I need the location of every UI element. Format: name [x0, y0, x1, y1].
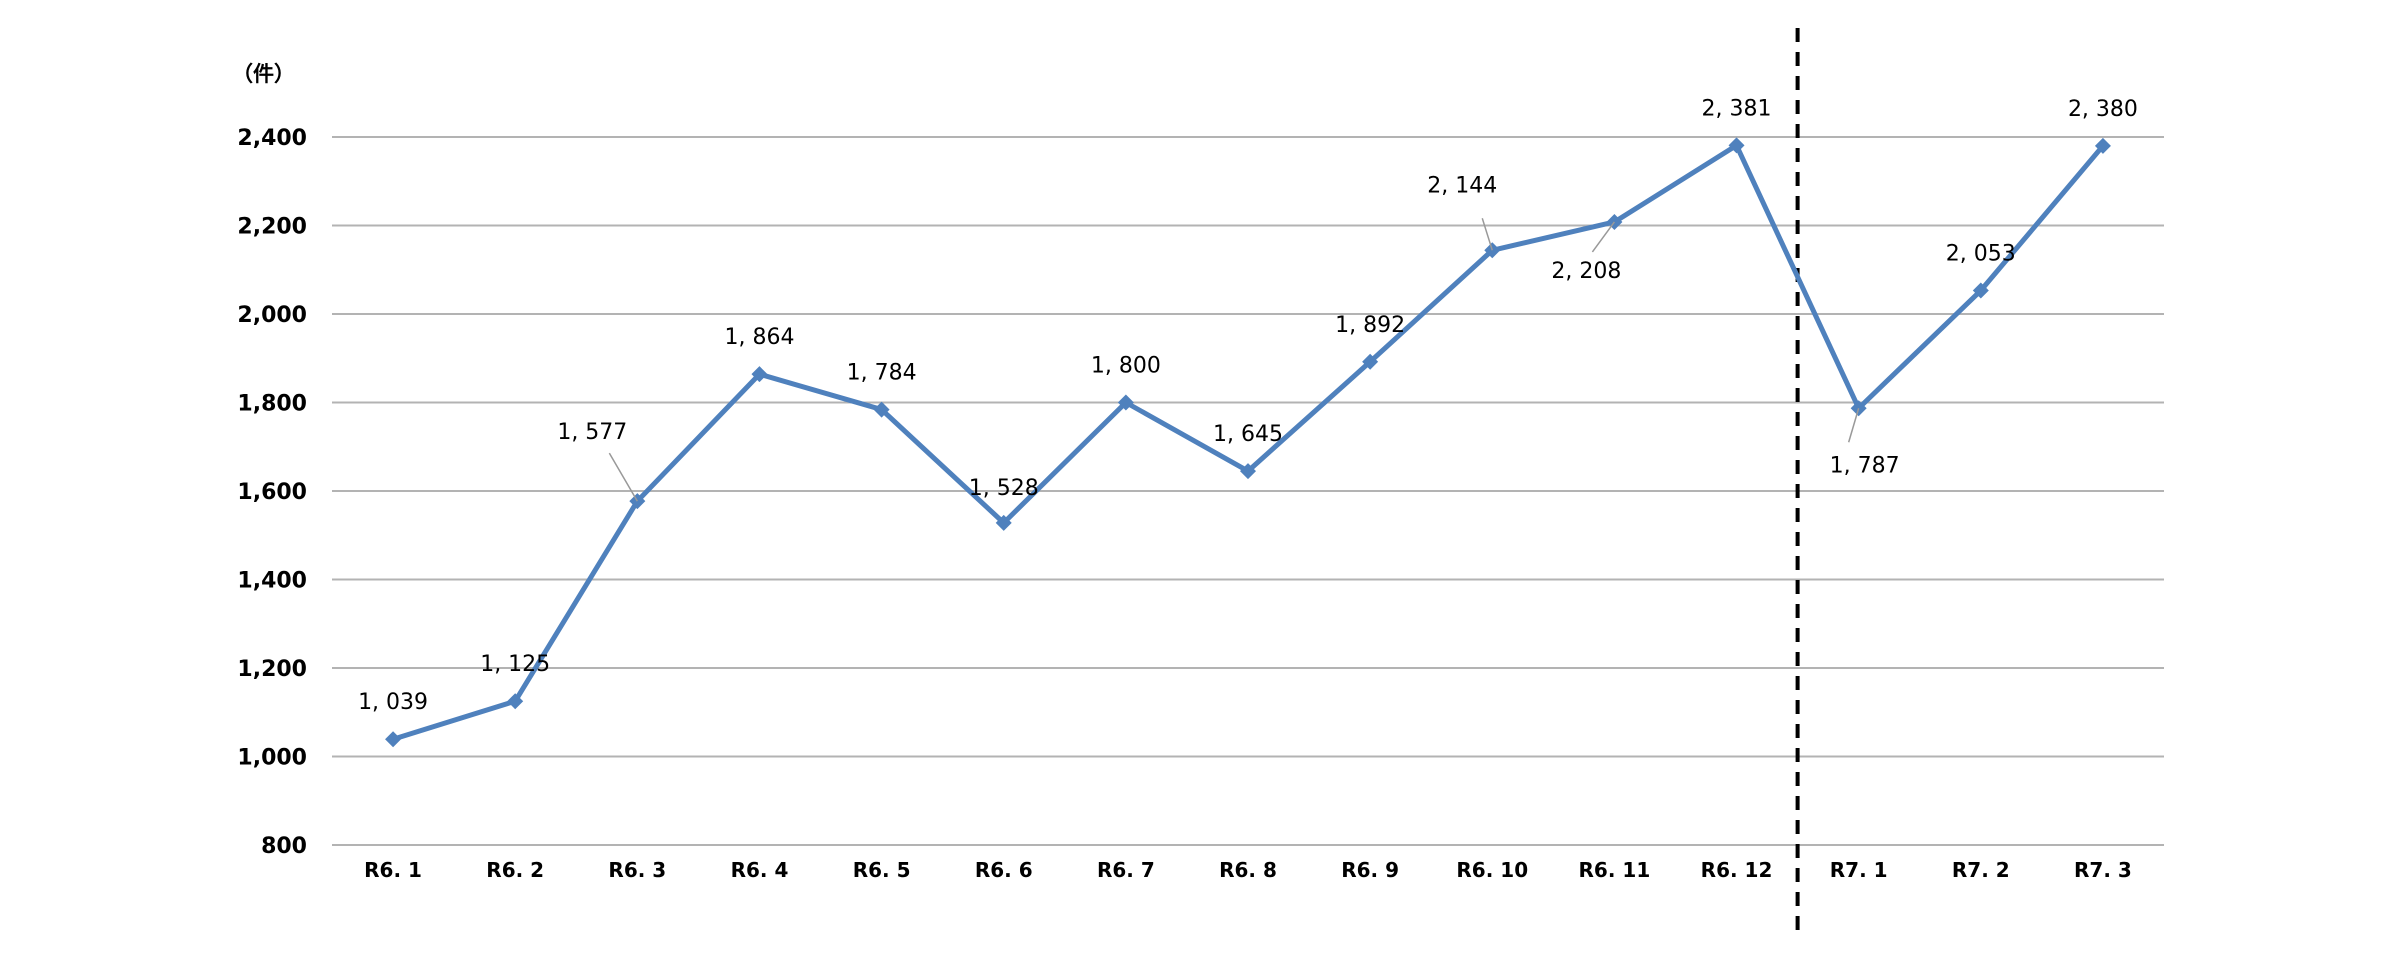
data-label-leader	[1481, 218, 1493, 251]
data-point-marker	[385, 731, 402, 748]
data-point-marker	[1117, 394, 1134, 411]
x-tick-label: R6. 10	[1456, 858, 1528, 882]
data-point-marker	[2094, 137, 2111, 154]
x-tick-label: R7. 2	[1952, 858, 2010, 882]
data-label: 2, 053	[1946, 242, 2016, 267]
data-label: 1, 787	[1830, 453, 1900, 478]
data-point-marker	[1240, 463, 1256, 480]
y-tick-label: 1,000	[237, 746, 307, 771]
data-label: 1, 784	[847, 361, 917, 386]
data-point-marker	[751, 366, 768, 383]
x-tick-label: R6. 1	[364, 858, 422, 882]
data-label: 2, 380	[2068, 97, 2138, 122]
y-unit-label: （件）	[232, 62, 295, 86]
y-tick-label: 1,200	[237, 657, 307, 682]
data-label: 1, 125	[480, 652, 550, 677]
data-label: 1, 528	[969, 476, 1039, 501]
data-point-marker	[1972, 282, 1989, 299]
y-tick-label: 1,800	[237, 392, 307, 417]
data-label-leader	[608, 452, 638, 502]
data-label-leader	[1847, 408, 1860, 443]
x-tick-label: R6. 8	[1219, 858, 1277, 882]
x-tick-label: R6. 12	[1701, 858, 1773, 882]
data-label: 1, 864	[724, 325, 794, 350]
x-tick-label: R6. 3	[608, 858, 666, 882]
y-tick-label: 800	[261, 834, 307, 859]
data-label: 1, 577	[557, 420, 627, 445]
x-tick-label: R6. 7	[1097, 858, 1155, 882]
data-point-marker	[1362, 353, 1379, 370]
data-label: 2, 144	[1427, 173, 1497, 198]
data-label: 1, 892	[1335, 313, 1405, 338]
x-tick-label: R6. 5	[853, 858, 911, 882]
x-tick-label: R7. 1	[1830, 858, 1888, 882]
data-label: 1, 800	[1091, 354, 1161, 379]
data-label: 1, 039	[358, 690, 428, 715]
data-label: 1, 645	[1213, 422, 1283, 447]
x-tick-label: R6. 6	[975, 858, 1033, 882]
data-point-marker	[1728, 137, 1745, 154]
y-tick-label: 2,000	[237, 303, 307, 328]
x-tick-label: R6. 4	[731, 858, 789, 882]
data-label-leader	[1591, 221, 1616, 253]
data-point-marker	[873, 401, 890, 418]
x-tick-label: R6. 2	[486, 858, 544, 882]
data-label: 2, 208	[1551, 259, 1621, 284]
data-point-marker	[507, 693, 524, 710]
y-tick-label: 1,400	[237, 569, 307, 594]
x-tick-label: R6. 9	[1341, 858, 1399, 882]
y-tick-label: 2,400	[237, 126, 307, 151]
x-tick-label: R6. 11	[1579, 858, 1651, 882]
data-point-marker	[995, 514, 1012, 531]
x-tick-label: R7. 3	[2074, 858, 2132, 882]
y-tick-label: 1,600	[237, 480, 307, 505]
y-tick-label: 2,200	[237, 215, 307, 240]
data-label: 2, 381	[1702, 96, 1772, 121]
